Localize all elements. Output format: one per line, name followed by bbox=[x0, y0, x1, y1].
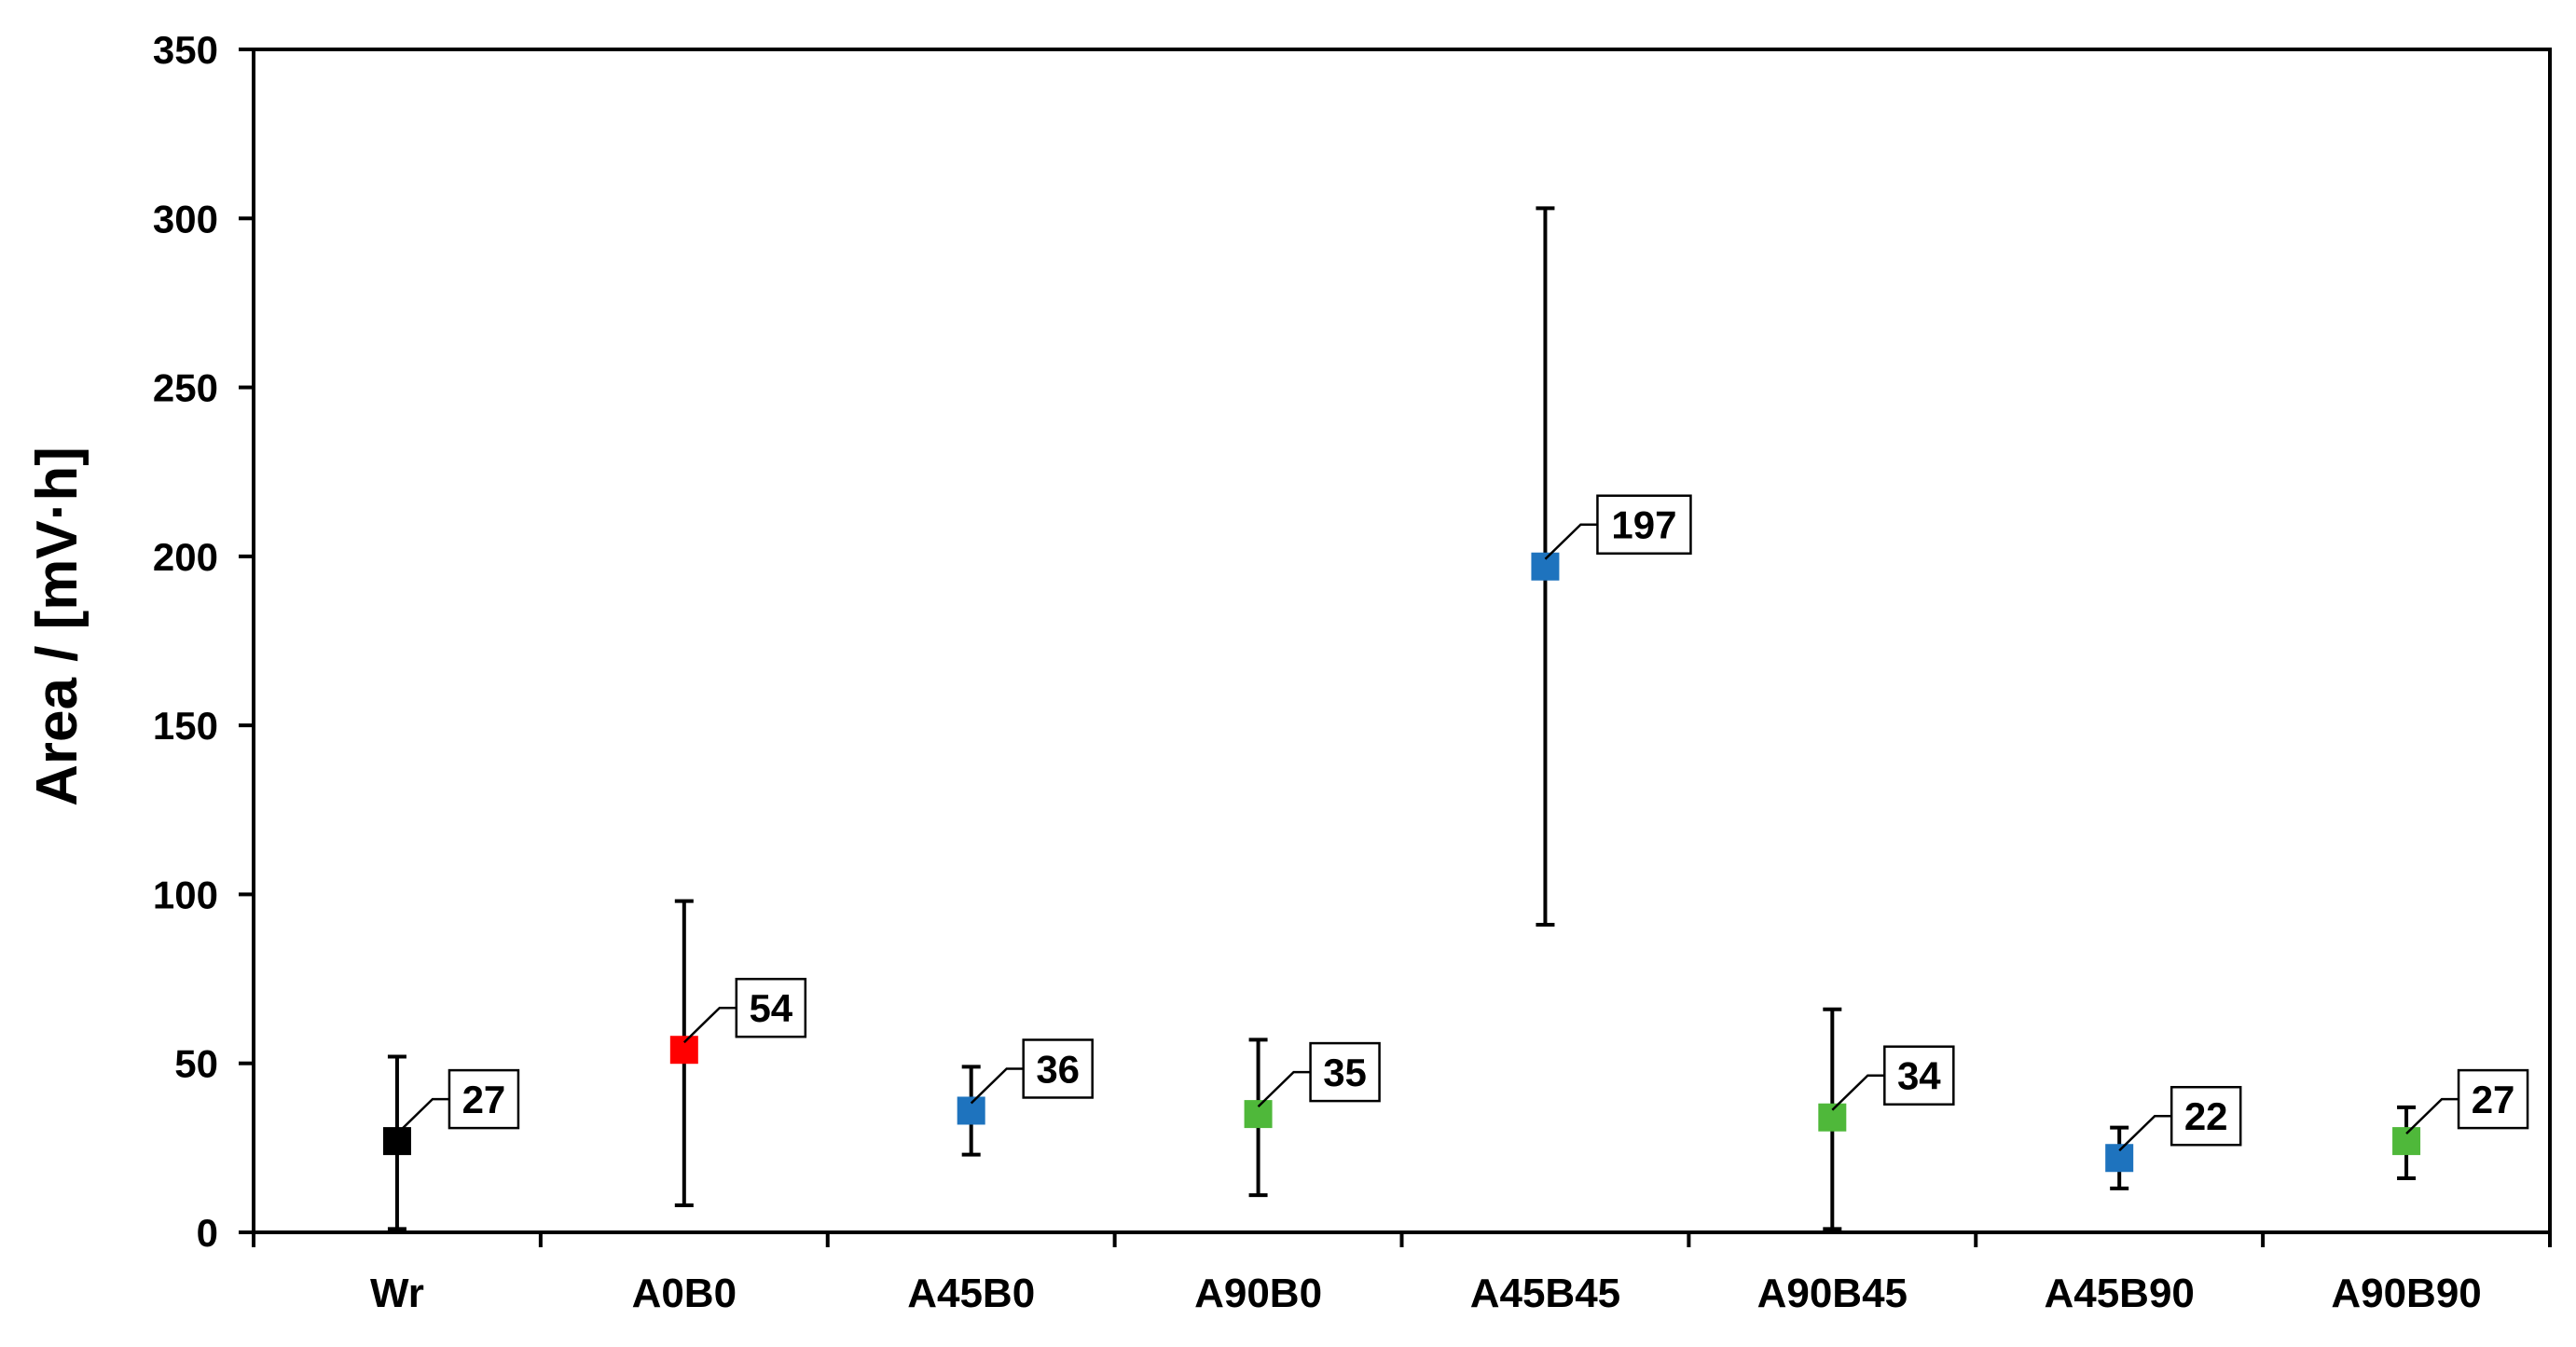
y-tick-label: 200 bbox=[153, 535, 218, 579]
plot-frame bbox=[252, 48, 2552, 1234]
x-tick-label: Wr bbox=[370, 1271, 424, 1316]
data-point bbox=[1244, 1100, 1273, 1129]
data-label-leader bbox=[1831, 1074, 1885, 1111]
x-tick-label: A45B45 bbox=[1470, 1271, 1620, 1316]
data-label-box bbox=[1309, 1041, 1381, 1103]
data-label-box bbox=[735, 977, 807, 1038]
data-label-leader bbox=[1257, 1070, 1311, 1107]
data-point bbox=[2392, 1127, 2421, 1156]
data-label: 197 bbox=[1611, 503, 1676, 547]
y-tick-label: 100 bbox=[153, 873, 218, 916]
y-tick-label: 250 bbox=[153, 366, 218, 410]
data-label-leader bbox=[970, 1067, 1024, 1105]
data-label-leader bbox=[396, 1097, 449, 1135]
x-tick-label: A45B0 bbox=[907, 1271, 1035, 1316]
data-label-leader bbox=[2405, 1097, 2459, 1135]
data-label: 22 bbox=[2184, 1094, 2228, 1138]
data-point bbox=[382, 1127, 411, 1156]
y-tick-label: 50 bbox=[174, 1042, 218, 1086]
y-tick-label: 350 bbox=[153, 28, 218, 72]
data-label-box bbox=[2170, 1085, 2242, 1147]
data-label: 27 bbox=[2472, 1078, 2515, 1121]
x-tick-label: A90B0 bbox=[1194, 1271, 1322, 1316]
data-point bbox=[1818, 1103, 1847, 1132]
data-label: 27 bbox=[462, 1078, 506, 1121]
data-point bbox=[669, 1036, 698, 1065]
data-label-box bbox=[1883, 1045, 1955, 1106]
data-label: 35 bbox=[1323, 1051, 1367, 1094]
data-label-leader bbox=[682, 1006, 737, 1044]
x-tick-label: A45B90 bbox=[2044, 1271, 2194, 1316]
data-label: 36 bbox=[1036, 1047, 1080, 1091]
x-tick-label: A0B0 bbox=[632, 1271, 737, 1316]
data-label: 54 bbox=[749, 986, 792, 1030]
y-tick-label: 300 bbox=[153, 197, 218, 241]
data-label-leader bbox=[2118, 1114, 2172, 1152]
data-label-box bbox=[2457, 1068, 2529, 1130]
y-axis-label: Area / [mV·h] bbox=[25, 447, 90, 806]
data-label-leader bbox=[1544, 523, 1598, 560]
x-tick-label: A90B90 bbox=[2331, 1271, 2481, 1316]
y-tick-label: 0 bbox=[197, 1211, 218, 1255]
data-label-box bbox=[1022, 1038, 1094, 1099]
x-tick-label: A90B45 bbox=[1757, 1271, 1908, 1316]
data-point bbox=[2105, 1144, 2134, 1173]
data-label: 34 bbox=[1897, 1054, 1941, 1098]
data-point bbox=[957, 1096, 985, 1125]
data-label-box bbox=[1596, 494, 1692, 555]
data-point bbox=[1531, 552, 1560, 581]
y-tick-label: 150 bbox=[153, 704, 218, 748]
data-label-box bbox=[448, 1068, 520, 1130]
